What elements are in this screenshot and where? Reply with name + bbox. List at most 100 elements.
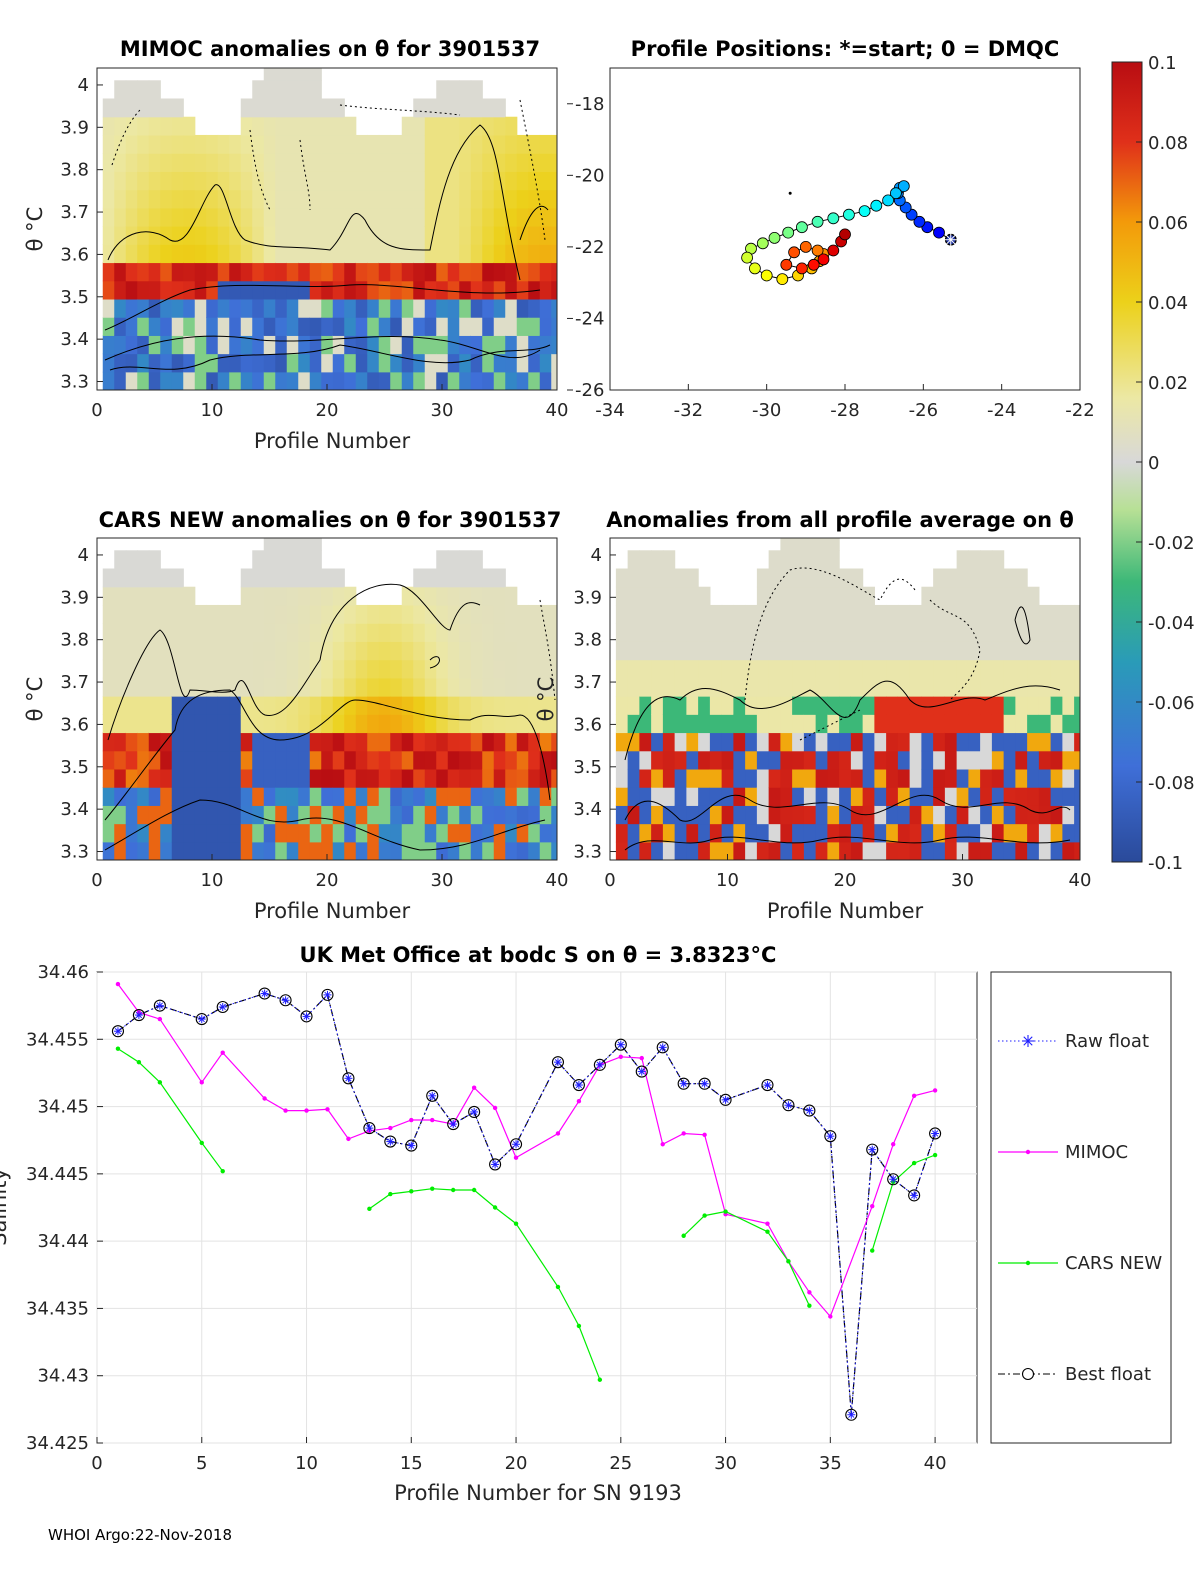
heatmap-cell [1050, 604, 1063, 624]
heatmap-cell [413, 659, 426, 679]
colorbar-tick-label: -0.04 [1148, 613, 1195, 634]
heatmap-cell [944, 623, 958, 642]
heatmap-cell [321, 189, 334, 209]
heatmap-cell [674, 714, 687, 734]
heatmap-cell [436, 244, 449, 264]
heatmap-cell [756, 714, 770, 734]
heatmap-cell [137, 586, 150, 606]
heatmap-cell [344, 116, 357, 136]
heatmap-cell [1027, 714, 1040, 734]
heatmap-cell [240, 353, 253, 373]
heatmap-cell [447, 768, 460, 788]
heatmap-cell [551, 153, 557, 172]
heatmap-cell [183, 641, 196, 661]
heatmap-cell [447, 823, 460, 843]
heatmap-cell [459, 298, 472, 318]
heatmap-cell [424, 153, 437, 172]
heatmap-cell [780, 586, 793, 606]
heatmap-cell [194, 841, 207, 860]
heatmap-cell [482, 787, 495, 806]
heatmap-cell [252, 189, 265, 209]
heatmap-cell [516, 805, 529, 825]
heatmap-cell [627, 623, 640, 642]
heatmap-cell [1015, 623, 1028, 642]
heatmap-cell [886, 604, 899, 624]
heatmap-cell [263, 714, 276, 734]
heatmap-cell [991, 732, 1005, 752]
heatmap-cell [309, 317, 322, 336]
heatmap-cell [862, 604, 875, 624]
heatmap-cell [447, 659, 460, 679]
heatmap-cell [551, 371, 557, 390]
mimoc-xtick-label: 0 [91, 400, 102, 421]
heatmap-cell [686, 787, 699, 806]
heatmap-cell [815, 823, 828, 843]
heatmap-cell [1027, 732, 1040, 752]
heatmap-cell [839, 623, 852, 642]
heatmap-cell [413, 207, 426, 227]
heatmap-cell [390, 696, 403, 715]
heatmap-cell [102, 732, 115, 752]
heatmap-cell [551, 787, 557, 806]
heatmap-cell [815, 805, 828, 825]
heatmap-cell [756, 823, 770, 843]
heatmap-cell [344, 805, 357, 825]
heatmap-cell [505, 732, 518, 752]
salinity-ytick-label: 34.435 [26, 1298, 89, 1319]
colorbar-tick-label: 0 [1148, 453, 1159, 474]
best-float-point [153, 999, 166, 1012]
heatmap-cell [874, 659, 887, 679]
cars-new-point [471, 1187, 477, 1193]
heatmap-cell [206, 244, 219, 264]
heatmap-cell [1074, 732, 1080, 752]
heatmap-cell [482, 317, 495, 336]
mimoc-point [220, 1050, 225, 1055]
heatmap-cell [698, 750, 711, 770]
heatmap-cell [332, 641, 345, 661]
heatmap-cell [991, 714, 1005, 734]
heatmap-cell [459, 116, 472, 136]
heatmap-cell [862, 623, 875, 642]
heatmap-cell [206, 171, 219, 191]
heatmap-cell [516, 768, 529, 788]
heatmap-cell [137, 171, 150, 191]
heatmap-cell [909, 732, 922, 752]
heatmap-cell [447, 335, 460, 355]
heatmap-cell [470, 841, 483, 860]
heatmap-cell [780, 623, 793, 642]
heatmap-cell [298, 586, 311, 606]
heatmap-cell [686, 841, 699, 860]
heatmap-cell [344, 244, 357, 264]
heatmap-cell [686, 823, 699, 843]
heatmap-cell [627, 586, 640, 606]
heatmap-cell [114, 568, 127, 588]
heatmap-cell [125, 335, 138, 355]
heatmap-cell [309, 750, 322, 770]
heatmap-cell [114, 171, 127, 191]
heatmap-cell [390, 189, 403, 209]
heatmap-cell [206, 207, 219, 227]
heatmap-cell [528, 787, 541, 806]
heatmap-cell [615, 805, 629, 825]
heatmap-cell [662, 787, 676, 806]
heatmap-cell [686, 641, 699, 661]
heatmap-cell [148, 568, 161, 588]
heatmap-cell [505, 696, 518, 715]
heatmap-cell [968, 696, 981, 715]
heatmap-cell [344, 714, 357, 734]
stray-point [788, 191, 792, 195]
heatmap-cell [183, 623, 196, 642]
heatmap-cell [413, 768, 426, 788]
heatmap-cell [378, 604, 391, 624]
heatmap-cell [709, 714, 723, 734]
allavg-ytick-label: 4 [591, 545, 602, 566]
heatmap-cell [482, 353, 495, 373]
heatmap-cell [792, 604, 805, 624]
heatmap-cell [780, 696, 793, 715]
heatmap-cell [286, 262, 299, 282]
heatmap-cell [698, 623, 711, 642]
heatmap-cell [803, 750, 817, 770]
heatmap-cell [263, 538, 276, 551]
best-float-point [195, 1013, 208, 1026]
salinity-xtick-label: 20 [505, 1453, 528, 1474]
